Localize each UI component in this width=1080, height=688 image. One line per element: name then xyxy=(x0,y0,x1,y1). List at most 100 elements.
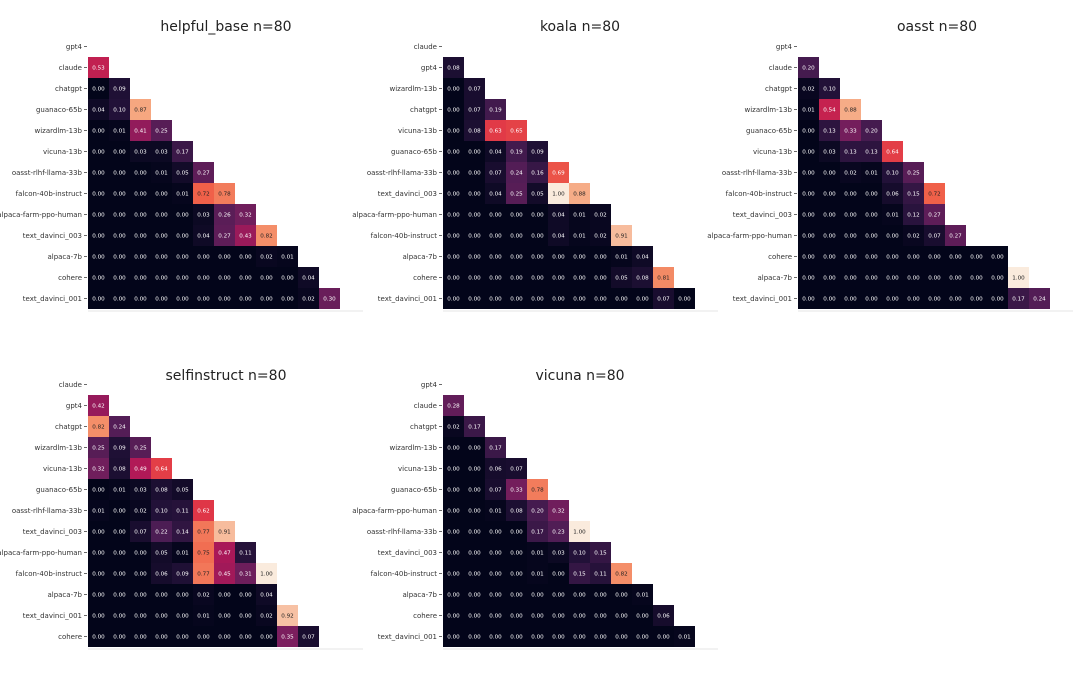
heatmap-cell xyxy=(548,542,569,563)
cell-value-label: 0.00 xyxy=(447,150,460,156)
heatmap-cell xyxy=(485,225,506,246)
cell-value-label: 0.25 xyxy=(155,129,168,135)
heatmap-cell xyxy=(506,500,527,521)
heatmap-cell xyxy=(464,542,485,563)
cell-value-label: 0.00 xyxy=(489,234,502,240)
y-tick-label: falcon-40b-instruct xyxy=(371,232,438,240)
cell-value-label: 0.00 xyxy=(92,87,105,93)
heatmap-cell xyxy=(861,288,882,309)
heatmap-cell xyxy=(214,246,235,267)
cell-value-label: 0.00 xyxy=(113,635,126,641)
heatmap-cell xyxy=(548,288,569,309)
y-tick-label: falcon-40b-instruct xyxy=(371,570,438,578)
cell-value-label: 0.00 xyxy=(928,276,941,282)
y-tick-label: text_davinci_001 xyxy=(23,612,82,620)
heatmap-cell xyxy=(882,204,903,225)
cell-value-label: 0.00 xyxy=(218,297,231,303)
cell-value-label: 0.00 xyxy=(447,467,460,473)
heatmap-cell xyxy=(214,267,235,288)
heatmap-cell xyxy=(506,521,527,542)
y-tick-label: gpt4 xyxy=(66,43,83,51)
heatmap-cell xyxy=(464,183,485,204)
cell-value-label: 0.00 xyxy=(949,297,962,303)
heatmap-cell xyxy=(632,605,653,626)
heatmap-cell xyxy=(256,605,277,626)
heatmap-cell xyxy=(840,225,861,246)
heatmap-cell xyxy=(256,288,277,309)
heatmap-cell xyxy=(861,225,882,246)
heatmap-cell xyxy=(485,183,506,204)
heatmap-cell xyxy=(903,288,924,309)
y-tick-label: alpaca-7b xyxy=(402,253,437,261)
heatmap-cell xyxy=(464,479,485,500)
y-tick-label: chatgpt xyxy=(55,85,82,93)
cell-value-label: 0.00 xyxy=(447,593,460,599)
heatmap-cell xyxy=(840,183,861,204)
cell-value-label: 0.00 xyxy=(218,276,231,282)
cell-value-label: 0.25 xyxy=(92,446,105,452)
heatmap-cell xyxy=(506,183,527,204)
cell-value-label: 0.00 xyxy=(573,276,586,282)
heatmap-panel-5: vicuna n=80 gpt4 claude chatgpt wizardlm-13b… xyxy=(352,368,718,650)
heatmap-cell xyxy=(443,57,464,78)
cell-value-label: 0.00 xyxy=(531,255,544,261)
heatmap-cell xyxy=(88,162,109,183)
cell-value-label: 0.00 xyxy=(928,297,941,303)
cell-value-label: 0.03 xyxy=(552,551,565,557)
heatmap-cell xyxy=(130,141,151,162)
heatmap-cell xyxy=(88,183,109,204)
heatmap-cell xyxy=(882,225,903,246)
cell-value-label: 0.00 xyxy=(468,192,481,198)
cell-value-label: 0.00 xyxy=(447,572,460,578)
y-tick-label: text_davinci_001 xyxy=(378,295,437,303)
heatmap-cell xyxy=(130,584,151,605)
cell-value-label: 0.17 xyxy=(489,446,502,452)
heatmap-cell xyxy=(130,605,151,626)
cell-value-label: 0.00 xyxy=(134,192,147,198)
heatmap-cell xyxy=(485,162,506,183)
heatmap-cell xyxy=(527,521,548,542)
cell-value-label: 0.82 xyxy=(615,572,627,578)
cell-value-label: 0.07 xyxy=(489,171,502,177)
heatmap-cell xyxy=(109,521,130,542)
cell-value-label: 0.00 xyxy=(802,297,815,303)
cell-value-label: 0.00 xyxy=(510,297,523,303)
heatmap-cell xyxy=(611,246,632,267)
cell-value-label: 0.00 xyxy=(510,614,523,620)
y-tick-label: gpt4 xyxy=(66,402,83,410)
cell-value-label: 0.00 xyxy=(907,276,920,282)
cell-value-label: 0.00 xyxy=(447,488,460,494)
cell-value-label: 0.17 xyxy=(176,150,189,156)
y-tick-label: cohere xyxy=(58,633,82,641)
heatmap-cell xyxy=(151,542,172,563)
heatmap-cell xyxy=(527,500,548,521)
cell-value-label: 0.00 xyxy=(844,297,857,303)
cell-value-label: 0.00 xyxy=(552,635,565,641)
cell-value-label: 0.00 xyxy=(865,255,878,261)
heatmap-cell xyxy=(151,479,172,500)
y-tick-label: chatgpt xyxy=(55,423,82,431)
cell-value-label: 0.00 xyxy=(134,593,147,599)
cell-value-label: 0.25 xyxy=(907,171,920,177)
cell-value-label: 0.00 xyxy=(468,614,481,620)
cell-value-label: 0.00 xyxy=(92,255,105,261)
y-tick-label: falcon-40b-instruct xyxy=(16,570,83,578)
heatmap-cell xyxy=(485,437,506,458)
heatmap-cell xyxy=(527,563,548,584)
heatmap-cell xyxy=(590,225,611,246)
cell-value-label: 0.00 xyxy=(510,255,523,261)
panel-title: helpful_base n=80 xyxy=(160,19,291,35)
cell-value-label: 0.02 xyxy=(260,255,272,261)
cell-value-label: 0.00 xyxy=(468,509,481,515)
heatmap-cell xyxy=(569,204,590,225)
heatmap-cell xyxy=(88,141,109,162)
heatmap-cell xyxy=(798,225,819,246)
cell-value-label: 0.00 xyxy=(260,297,273,303)
cell-value-label: 0.00 xyxy=(844,192,857,198)
y-tick-label: claude xyxy=(59,381,82,389)
heatmap-cell xyxy=(214,204,235,225)
cell-value-label: 0.00 xyxy=(447,234,460,240)
cell-value-label: 0.00 xyxy=(176,276,189,282)
panel-title: oasst n=80 xyxy=(897,19,977,35)
cell-value-label: 0.07 xyxy=(302,635,315,641)
